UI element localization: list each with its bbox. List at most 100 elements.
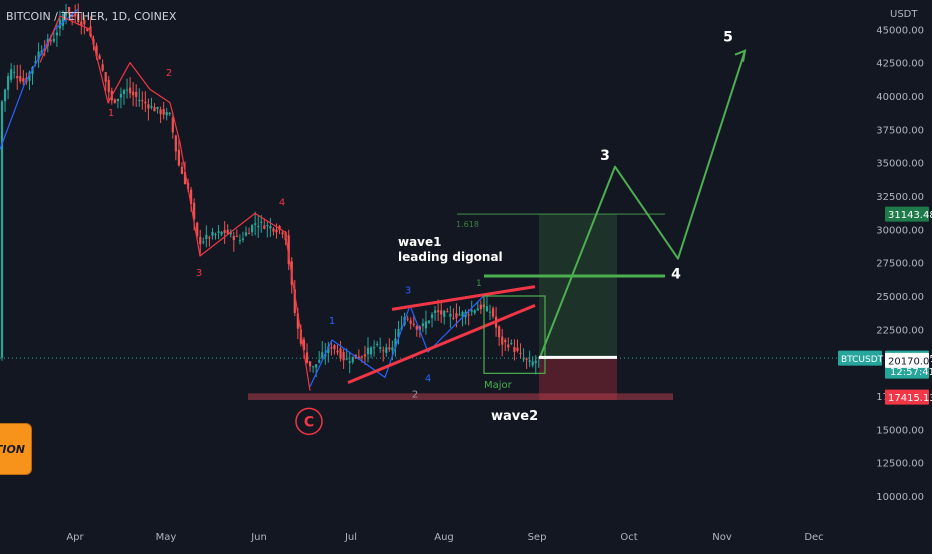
candle-up: [443, 310, 446, 317]
candle-down: [302, 339, 306, 351]
candle-up: [421, 323, 424, 327]
wave-c-label: C: [304, 414, 314, 430]
x-tick-label: Oct: [620, 532, 637, 543]
candle-up: [244, 232, 248, 236]
y-tick-label: 15000.00: [876, 425, 924, 436]
candle-up: [327, 346, 330, 354]
candle-down: [232, 236, 235, 241]
candle-down: [440, 310, 443, 315]
symbol-tag: BTCUSDT: [841, 355, 884, 365]
major-wave-box: [483, 295, 546, 374]
candle-down: [330, 347, 333, 349]
candle-down: [519, 352, 522, 354]
candle-down: [418, 326, 421, 331]
candle-down: [281, 232, 284, 235]
candle-up: [488, 311, 492, 313]
candle-up: [366, 347, 370, 355]
wave-label: 4: [279, 197, 285, 208]
candle-up: [202, 241, 205, 243]
candle-up: [138, 99, 141, 101]
wave-label: 1: [329, 316, 335, 327]
candle-up: [122, 90, 126, 95]
symbol-title: BITCOIN / TETHER, 1D, COINEX: [6, 10, 177, 23]
candle-up: [376, 343, 379, 345]
candle-down: [141, 100, 144, 102]
y-tick-label: 32500.00: [876, 192, 924, 203]
candle-up: [485, 306, 489, 312]
x-tick-label: Aug: [434, 532, 454, 543]
candle-up: [52, 38, 55, 42]
candle-up: [220, 232, 223, 235]
countdown-tag: 12:57:41: [890, 367, 932, 378]
y-tick-label: 22500.00: [876, 325, 924, 336]
candle-up: [318, 360, 321, 363]
y-tick-label: 40000.00: [876, 92, 924, 103]
candle-down: [406, 318, 409, 320]
candle-down: [180, 166, 184, 174]
candle-down: [455, 313, 458, 318]
y-tick-label: 30000.00: [876, 225, 924, 236]
candle-down: [104, 72, 107, 82]
candle-up: [241, 238, 245, 240]
x-tick-label: Nov: [712, 532, 732, 543]
candle-down: [83, 19, 86, 25]
candle-down: [159, 109, 162, 115]
candle-up: [534, 360, 537, 364]
candle-up: [315, 364, 318, 368]
candle-up: [61, 14, 65, 26]
candle-up: [7, 76, 10, 90]
candle-up: [351, 356, 354, 363]
candle-up: [312, 366, 315, 368]
candle-down: [171, 117, 174, 133]
candle-down: [308, 361, 312, 367]
candle-down: [296, 313, 299, 329]
candle-down: [43, 48, 46, 50]
wave-c-circle: [295, 407, 323, 436]
wave-label: 4: [671, 267, 681, 283]
candle-down: [504, 340, 507, 343]
candle-down: [498, 326, 501, 338]
candle-down: [174, 135, 177, 152]
candle-down: [275, 229, 278, 233]
candle-down: [162, 109, 165, 115]
candle-down: [525, 358, 528, 360]
projection-arrowhead: [734, 49, 747, 62]
candle-down: [223, 230, 226, 234]
candle-down: [68, 6, 71, 14]
candle-up: [510, 342, 513, 344]
candle-up: [165, 112, 168, 116]
candle-up: [205, 234, 208, 239]
candle-down: [196, 222, 199, 237]
candle-down: [437, 310, 440, 313]
wave-path-red: [39, 15, 311, 391]
candle-up: [13, 71, 16, 73]
candle-down: [22, 78, 25, 82]
candle-up: [150, 105, 153, 108]
annotation-wave2: wave2: [491, 409, 538, 424]
candle-up: [260, 221, 263, 223]
annotation-major: Major: [484, 380, 513, 391]
candle-down: [412, 323, 415, 325]
candle-down: [101, 64, 104, 71]
candle-up: [430, 314, 434, 318]
candle-up: [369, 347, 373, 355]
fib-label-1: 1: [476, 279, 482, 289]
candle-down: [360, 356, 363, 358]
candle-down: [77, 14, 80, 23]
candle-down: [49, 40, 52, 42]
y-tick-label: 37500.00: [876, 125, 924, 136]
candle-down: [132, 91, 135, 96]
candle-down: [129, 87, 132, 94]
candle-down: [235, 235, 238, 237]
candle-up: [34, 61, 37, 64]
x-tick-label: Jun: [250, 532, 267, 543]
diagonal-lower-trendline: [347, 303, 536, 385]
wave-label: 1: [108, 108, 114, 119]
candle-up: [58, 19, 62, 29]
y-tick-label: 45000.00: [876, 25, 924, 36]
candle-up: [257, 226, 260, 228]
candle-down: [226, 229, 229, 234]
